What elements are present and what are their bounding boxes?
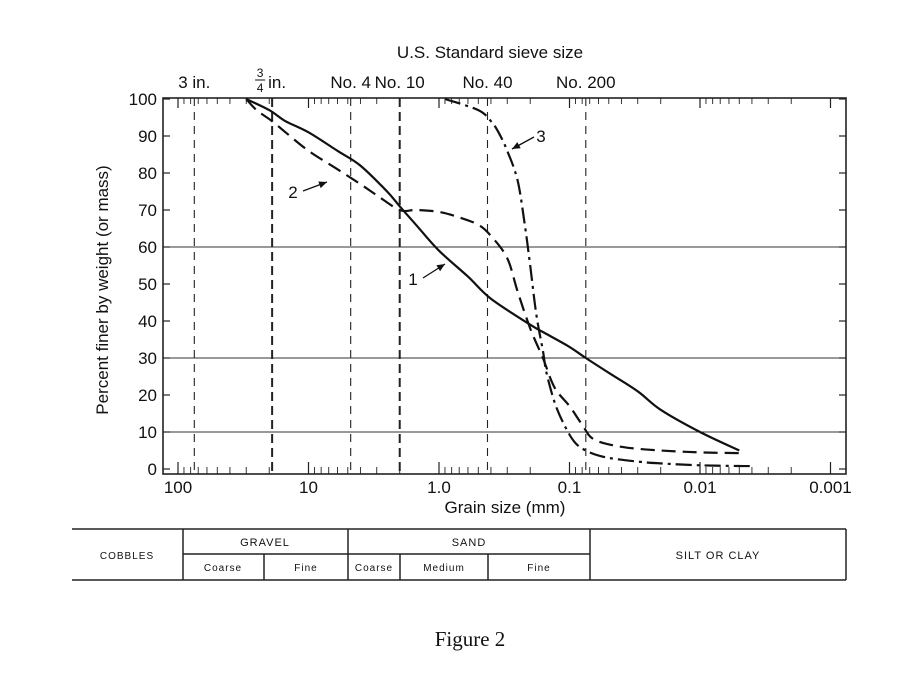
y-tick-label-30: 30 — [138, 349, 157, 368]
series-line-3 — [444, 97, 752, 468]
y-tick-label-40: 40 — [138, 312, 157, 331]
x-tick-label-0.001: 0.001 — [809, 478, 852, 497]
y-tick-label-60: 60 — [138, 238, 157, 257]
series-label-1: 1 — [408, 270, 417, 289]
y-tick-label-70: 70 — [138, 201, 157, 220]
y-tick-label-10: 10 — [138, 423, 157, 442]
y-tick-label-0: 0 — [148, 460, 157, 479]
y-axis-label: Percent finer by weight (or mass) — [93, 165, 112, 414]
y-tick-label-80: 80 — [138, 164, 157, 183]
series-line-2 — [245, 98, 740, 455]
sieve-label-5: No. 40 — [462, 73, 512, 92]
sieve-label-2: 34 in. — [255, 66, 286, 95]
sand-header: SAND — [452, 537, 487, 549]
figure-caption: Figure 2 — [435, 627, 506, 651]
plot-area: 0 10 20 30 40 50 60 70 80 90 100 100 10 1.0 0.1 0.01 0.0… — [129, 66, 852, 497]
top-axis-title: U.S. Standard sieve size — [397, 43, 583, 62]
silt-clay-cell: SILT OR CLAY — [676, 550, 761, 562]
sieve-label-6: No. 200 — [556, 73, 616, 92]
soil-classification-table — [72, 528, 847, 581]
y-tick-label-90: 90 — [138, 127, 157, 146]
x-tick-label-0.01: 0.01 — [683, 478, 716, 497]
sieve-label-numerator: 3 — [257, 66, 264, 80]
sieve-label-3: No. 4 — [330, 73, 371, 92]
x-tick-label-1.0: 1.0 — [427, 478, 451, 497]
y-tick-label-100: 100 — [129, 90, 157, 109]
series-arrowhead-3 — [512, 142, 521, 149]
series-line-1 — [245, 98, 740, 452]
x-tick-label-100: 100 — [164, 478, 192, 497]
x-tick-label-10: 10 — [299, 478, 318, 497]
sieve-label-denominator: 4 — [257, 81, 264, 95]
sieve-label-4: No. 10 — [375, 73, 425, 92]
sieve-label-1: 3 in. — [178, 73, 210, 92]
plot-frame — [162, 97, 847, 475]
x-tick-label-0.1: 0.1 — [558, 478, 582, 497]
sieve-label-unit: in. — [268, 73, 286, 92]
gravel-coarse-cell: Coarse — [204, 563, 242, 574]
series-arrowhead-1 — [436, 264, 445, 272]
series-label-3: 3 — [536, 127, 545, 146]
sand-coarse-cell: Coarse — [355, 563, 393, 574]
series-arrowhead-2 — [318, 181, 327, 189]
y-tick-label-50: 50 — [138, 275, 157, 294]
series-label-2: 2 — [288, 183, 297, 202]
sand-medium-cell: Medium — [423, 563, 465, 574]
x-axis-label: Grain size (mm) — [445, 498, 566, 517]
gravel-fine-cell: Fine — [294, 563, 317, 574]
y-tick-label-20: 20 — [138, 386, 157, 405]
sand-fine-cell: Fine — [527, 563, 550, 574]
cobbles-cell: COBBLES — [100, 551, 154, 562]
gravel-header: GRAVEL — [240, 537, 290, 549]
